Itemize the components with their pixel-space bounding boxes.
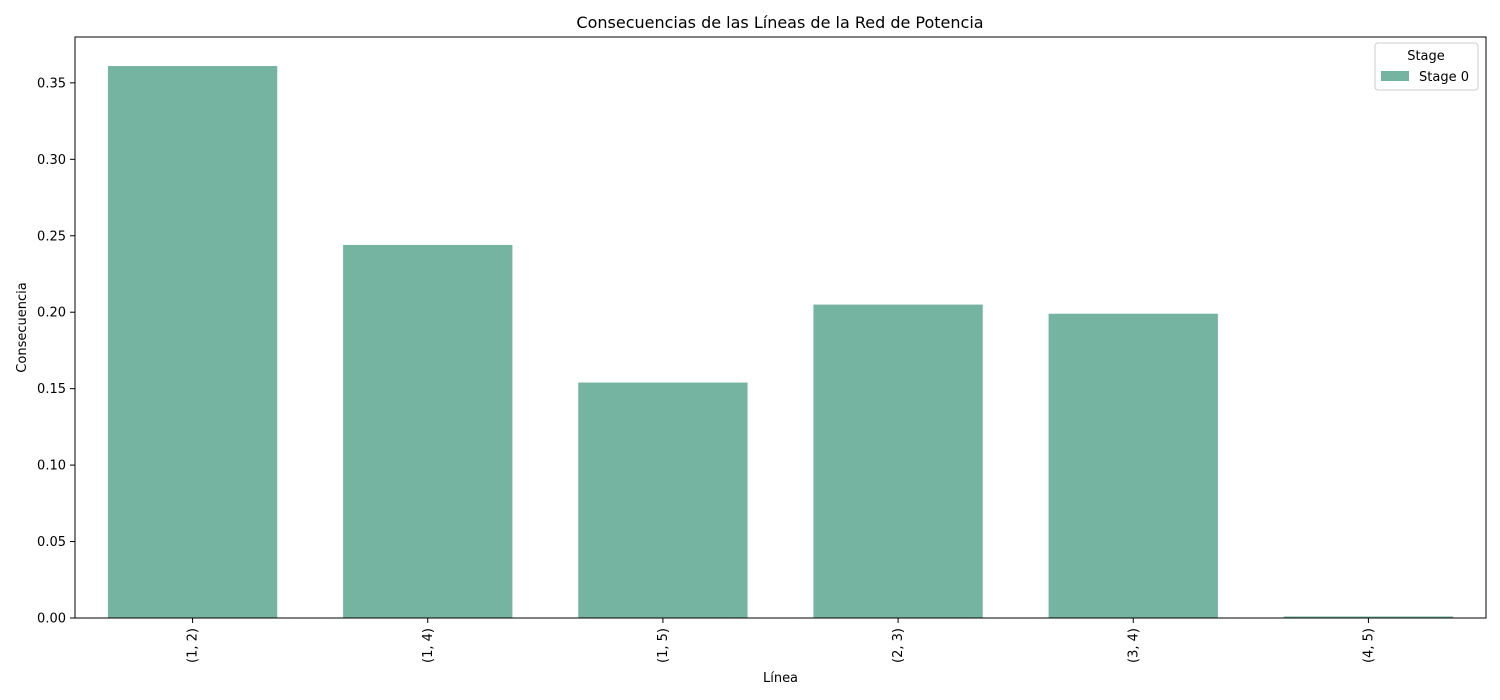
x-axis-label: Línea (763, 671, 798, 686)
legend-title: Stage (1407, 49, 1445, 64)
y-tick-label: 0.10 (37, 459, 66, 474)
y-tick-label: 0.00 (37, 612, 66, 627)
y-tick-label: 0.30 (37, 153, 66, 168)
y-tick-label: 0.25 (37, 229, 66, 244)
y-tick-label: 0.15 (37, 382, 66, 397)
bar-2-3 (813, 304, 983, 618)
y-tick-label: 0.05 (37, 535, 66, 550)
x-axis: (1, 2) (1, 4) (1, 5) (2, 3) (3, 4) (4, 5) (186, 618, 1376, 663)
y-tick-label: 0.20 (37, 306, 66, 321)
bar-4-5 (1283, 616, 1454, 618)
y-axis-label: Consecuencia (15, 282, 30, 372)
chart-title: Consecuencias de las Líneas de la Red de… (576, 13, 983, 32)
x-tick-label: (3, 4) (1126, 628, 1141, 663)
bar-1-5 (578, 382, 748, 618)
plot-frame (74, 36, 1487, 619)
x-tick-label: (4, 5) (1361, 628, 1376, 663)
bars-group (107, 66, 1454, 619)
legend-swatch (1381, 71, 1409, 81)
x-tick-label: (2, 3) (891, 628, 906, 663)
bar-1-4 (343, 244, 513, 619)
y-axis: 0.00 0.05 0.10 0.15 0.20 0.25 0.30 0.35 (37, 76, 75, 627)
bar-1-2 (107, 66, 278, 619)
legend: Stage Stage 0 (1374, 42, 1479, 91)
x-tick-label: (1, 4) (421, 628, 436, 663)
y-tick-label: 0.35 (37, 76, 66, 91)
bar-3-4 (1048, 313, 1218, 618)
legend-label: Stage 0 (1419, 70, 1469, 85)
x-tick-label: (1, 2) (186, 628, 201, 663)
x-tick-label: (1, 5) (656, 628, 671, 663)
